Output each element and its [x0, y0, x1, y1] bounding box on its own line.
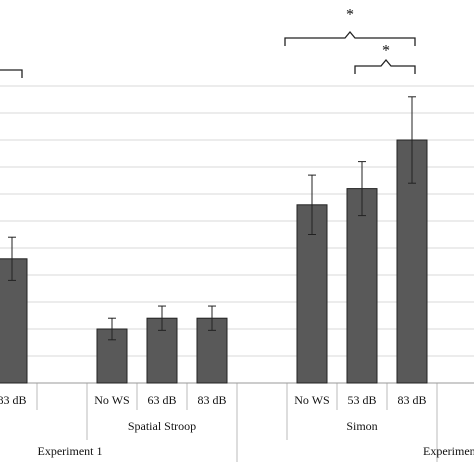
experiment-label: Experiment 1	[38, 444, 103, 458]
error-bar	[8, 236, 16, 281]
group-label: Spatial Stroop	[128, 419, 196, 433]
x-tick-label: 83 dB	[397, 393, 426, 407]
error-bar	[308, 174, 316, 235]
error-bar	[158, 305, 166, 331]
separators	[36, 383, 438, 462]
annotation: *	[346, 7, 354, 24]
error-bar	[108, 317, 116, 341]
error-bar	[208, 305, 216, 331]
x-tick-label: 63 dB	[147, 393, 176, 407]
group-label: Simon	[346, 419, 377, 433]
experiment-label: Experiment	[423, 444, 474, 458]
error-bar	[408, 96, 416, 184]
bracket	[0, 69, 23, 78]
bracket	[284, 30, 416, 46]
x-tick-label: 83 dB	[197, 393, 226, 407]
x-tick-label: No WS	[94, 393, 129, 407]
x-tick-label: 83 dB	[0, 393, 27, 407]
bar	[0, 258, 28, 384]
annotation: *	[382, 43, 390, 60]
x-tick-label: No WS	[294, 393, 329, 407]
error-bar	[358, 161, 366, 217]
bracket	[354, 58, 416, 74]
x-tick-label: 53 dB	[347, 393, 376, 407]
bar	[346, 188, 378, 384]
